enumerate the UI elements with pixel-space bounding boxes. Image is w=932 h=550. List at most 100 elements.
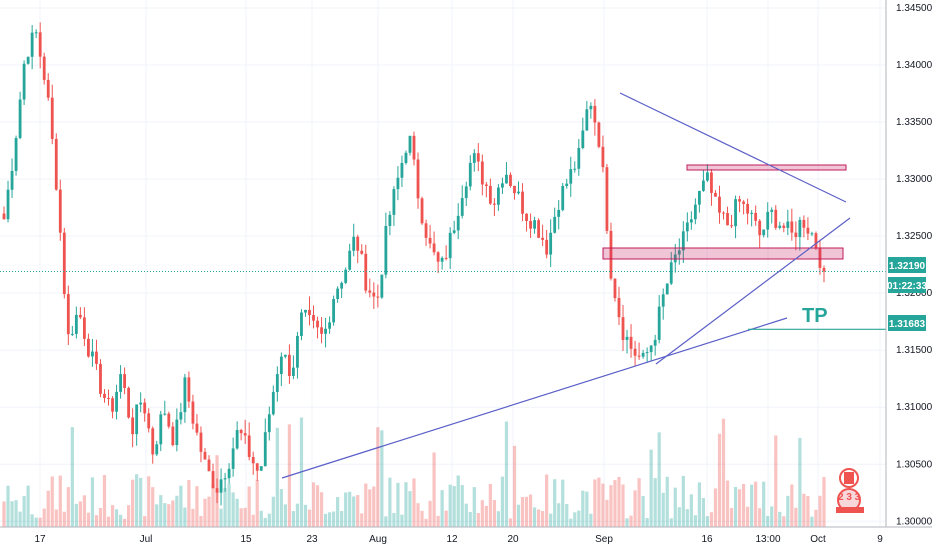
candle-body [436,252,440,262]
trendline-upper-descending [619,92,847,203]
candle-body [456,215,460,231]
y-tick-label: 1.34500 [896,3,932,14]
candle-body [766,211,770,230]
candle-body [750,212,754,214]
candle-body [151,428,155,455]
candle-body [754,212,758,221]
candle-body [529,220,532,229]
candle-body [476,153,480,162]
candle-body [115,391,118,412]
x-tick-label: Aug [369,534,387,545]
candle-body [14,138,18,171]
candle-body [601,146,605,168]
candle-body [734,199,737,227]
volume-bar [26,485,30,527]
candle-body [420,198,424,224]
volume-bar [207,496,211,527]
candle-body [275,374,279,392]
volume-bar [259,510,263,527]
volume-bar [175,495,179,527]
volume-bar [754,481,758,527]
volume-bar [275,427,279,527]
volume-bar [307,509,312,527]
grid [0,0,886,527]
tp-annotation[interactable]: TP [802,305,828,327]
candle-body [247,435,251,458]
candle-body [127,387,131,418]
candle-body [99,363,102,394]
candle-body [324,328,327,334]
volume-bar [42,508,46,527]
candle-body [54,138,58,190]
candle-body [706,172,709,181]
candle-body [609,230,613,279]
candle-body [175,419,179,446]
volume-bar [38,517,42,527]
volume-bar [6,485,10,527]
candle-body [641,352,645,357]
x-tick-label: 16 [701,534,713,545]
candle-body [320,327,323,334]
volume-bar [404,482,408,527]
candle-body [553,216,557,233]
countdown-tag [888,277,926,293]
time-scale[interactable] [0,527,932,550]
candle-body [91,351,94,357]
candle-body [794,232,798,238]
volume-bar [741,484,746,527]
candle-body [541,237,545,240]
volume-bar [516,504,521,527]
volume-bar [444,510,448,527]
volume-bar [492,500,496,527]
candle-body [159,414,163,445]
x-tick-label: 15 [240,534,252,545]
volume-bar [227,483,231,527]
candle-body [621,317,625,340]
volume-bar [239,508,243,527]
candle-body [155,444,159,455]
volume-bar [102,475,107,527]
volume-bar [271,496,275,527]
candle-body [6,189,10,220]
candle-body [677,250,681,255]
volume-bar [376,427,380,527]
candle-body [131,417,135,435]
volume-bar [396,482,400,527]
volume-bar [673,487,677,527]
volume-bar [717,433,722,527]
candle-body [722,212,725,214]
candle-body [62,232,66,295]
candle-body [742,201,746,204]
candle-body [617,298,621,318]
candle-body [428,237,432,244]
volume-bar [70,427,74,527]
candle-body [408,135,412,153]
candle-body [304,309,307,313]
volume-bar [191,508,195,527]
volume-bar [163,503,167,527]
volume-bar [758,508,762,527]
candle-body [308,309,311,316]
candle-body [613,278,617,299]
candle-body [589,105,593,110]
volume-bar [448,484,452,527]
volume-bar [452,486,456,527]
volume-bar [432,452,436,527]
candle-body [30,32,34,57]
candle-body [693,204,697,220]
volume-bar [171,500,175,527]
volume-bar [657,432,661,527]
volume-bar [633,490,637,527]
volume-bar [581,490,585,527]
candle-body [605,167,609,231]
candle-body [746,203,750,214]
volume-bar [565,504,569,527]
candle-body [199,432,203,452]
volume-bar [263,517,267,527]
price-scale-ticks: 1.34500 1.34000 1.33500 1.33000 1.32500 1.320… [896,3,932,527]
volume-bar [629,515,633,527]
volume-bar [545,474,549,527]
drawings[interactable] [0,92,886,479]
currency-pair-flags-icon[interactable]: 2 3 3 [836,468,864,513]
